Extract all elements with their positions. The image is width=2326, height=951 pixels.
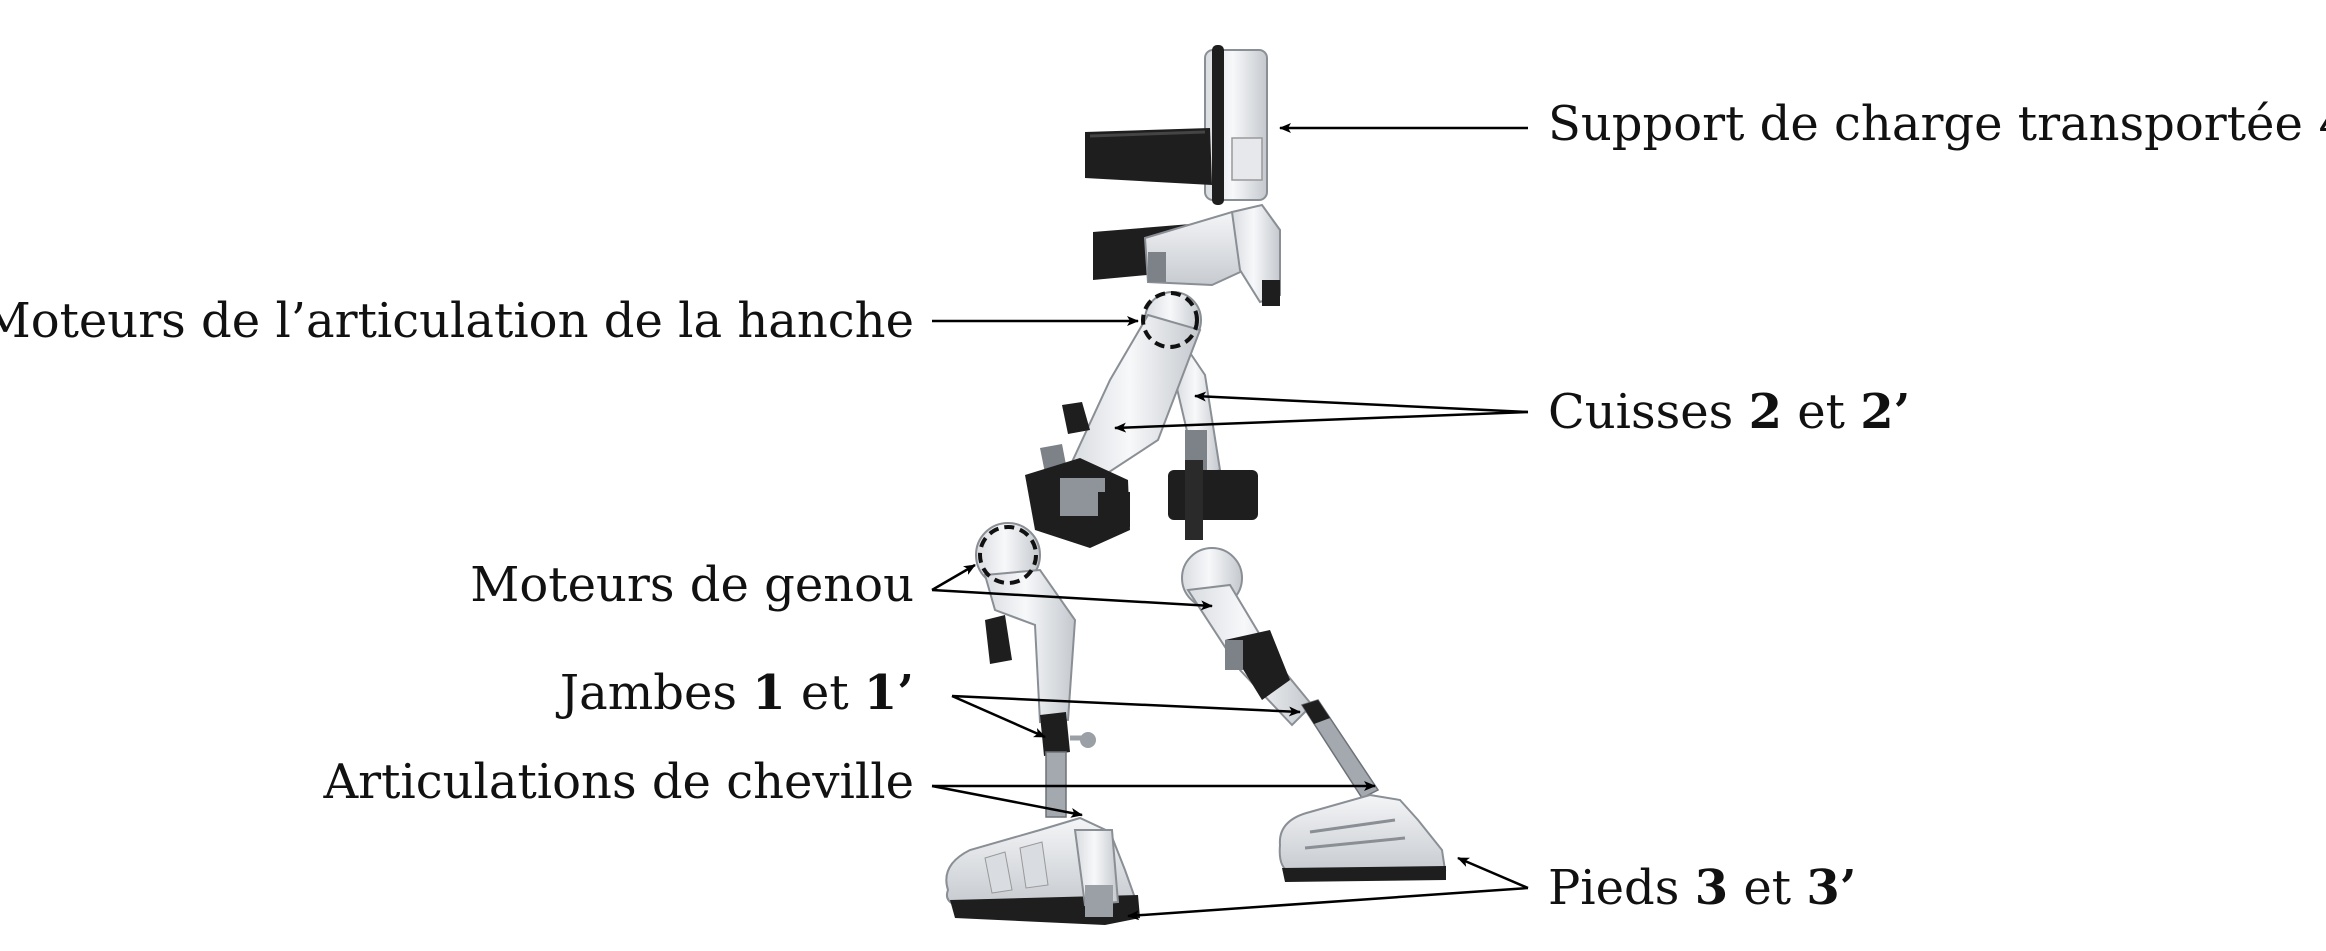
label-feet-mid: et: [1743, 860, 1792, 916]
label-hip: Moteurs de l’articulation de la hanche: [0, 293, 914, 349]
arrow-thigh-near: [1114, 410, 1529, 433]
exoskeleton-illustration: [945, 45, 1447, 925]
label-legs: Jambes 1 et 1’: [560, 665, 914, 721]
label-legs-text: Jambes: [559, 665, 737, 721]
near-shank: [983, 568, 1096, 756]
label-thighs-num1: 2: [1748, 384, 1782, 440]
waist-strap: [1085, 128, 1212, 185]
arrow-leg-far: [951, 694, 1301, 717]
arrow-leg-near: [951, 694, 1046, 739]
hip-belt: [1093, 203, 1281, 306]
arrow-ankle-near: [931, 784, 1083, 818]
label-support: Support de charge transportée 4: [1548, 96, 2326, 152]
knee-motor-marker: [978, 525, 1038, 585]
label-feet-text: Pieds: [1548, 860, 1680, 916]
label-hip-text: Moteurs de l’articulation de la hanche: [0, 293, 914, 349]
arrow-knee-far: [931, 588, 1213, 611]
label-feet: Pieds 3 et 3’: [1548, 860, 1856, 916]
label-support-text: Support de charge transportée: [1548, 96, 2303, 152]
label-legs-mid: et: [800, 665, 849, 721]
label-thighs: Cuisses 2 et 2’: [1548, 384, 1910, 440]
label-legs-num2: 1’: [863, 665, 914, 721]
near-thigh-brace: [1025, 458, 1130, 548]
label-thighs-text: Cuisses: [1548, 384, 1734, 440]
far-thigh-strap: [1168, 470, 1258, 520]
label-thighs-num2: 2’: [1860, 384, 1911, 440]
far-foot: [1278, 793, 1447, 882]
arrow-thigh-far: [1194, 391, 1529, 414]
label-thighs-mid: et: [1797, 384, 1845, 440]
label-knee: Moteurs de genou: [470, 557, 914, 613]
callout-arrows: [931, 123, 1529, 921]
label-knee-text: Moteurs de genou: [470, 557, 914, 613]
arrow-knee-near: [931, 563, 976, 592]
arrow-foot-far: [1457, 856, 1529, 890]
near-foot: [945, 816, 1140, 925]
label-feet-num2: 3’: [1806, 860, 1857, 916]
hip-motor-marker: [1141, 291, 1199, 349]
label-ankle-text: Articulations de cheville: [323, 754, 914, 810]
load-support-plate: [1204, 45, 1268, 205]
near-thigh: [1040, 313, 1202, 480]
label-legs-num1: 1: [752, 665, 786, 721]
far-ankle-rod: [1300, 699, 1380, 799]
arrow-foot-near: [1127, 886, 1529, 921]
label-feet-num1: 3: [1694, 860, 1729, 916]
near-ankle-rod: [1045, 751, 1067, 818]
label-support-number: 4: [2318, 96, 2326, 152]
label-ankle: Articulations de cheville: [323, 754, 914, 810]
